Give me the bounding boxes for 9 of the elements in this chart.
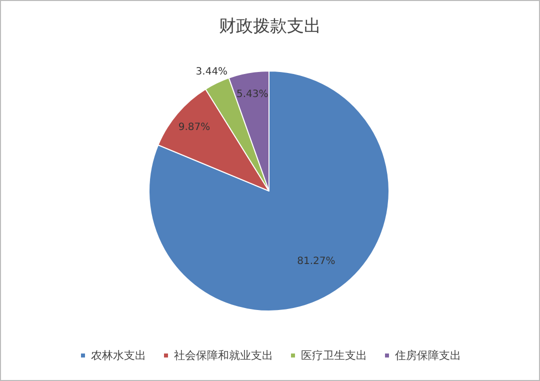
data-label: 9.87% bbox=[178, 122, 210, 134]
legend-label: 住房保障支出 bbox=[395, 349, 461, 362]
legend-label: 社会保障和就业支出 bbox=[174, 349, 273, 362]
data-label: 5.43% bbox=[236, 88, 268, 100]
chart-title: 财政拨款支出 bbox=[219, 16, 321, 36]
legend-label: 医疗卫生支出 bbox=[301, 349, 367, 362]
data-label: 81.27% bbox=[297, 256, 336, 268]
legend-label: 农林水支出 bbox=[91, 349, 146, 362]
data-label: 3.44% bbox=[196, 66, 228, 78]
